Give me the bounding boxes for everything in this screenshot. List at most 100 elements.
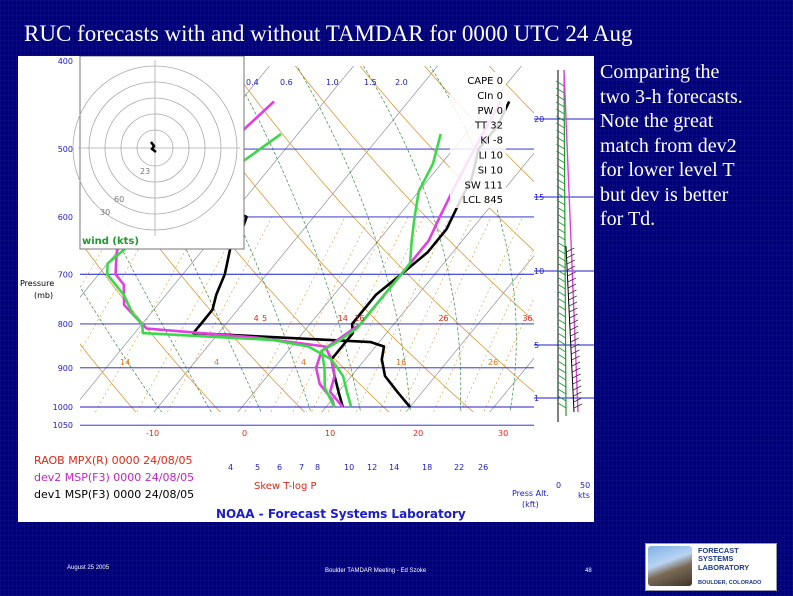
wind-barb <box>557 346 566 353</box>
axis-labels: 50060070080090010001050400Pressure(mb)14… <box>20 57 533 521</box>
logo-name: FORECAST SYSTEMS LABORATORY <box>698 546 774 572</box>
wind-barb <box>556 157 565 164</box>
wind-barb-raob <box>568 289 577 295</box>
stability-index: PW 0 <box>478 106 503 117</box>
wind-staff-raob <box>565 245 575 413</box>
wind-barb-raob <box>571 355 580 361</box>
wind-barb-raob <box>570 337 579 343</box>
isotherm-line <box>405 255 534 412</box>
dry-adiabat-line <box>424 65 534 183</box>
wind-barb <box>556 108 565 115</box>
pressure-axis-unit: (mb) <box>34 291 53 300</box>
wind-barb <box>557 360 566 367</box>
temperature-tick-label: 20 <box>413 429 423 438</box>
footer-date: August 25 2005 <box>67 565 110 571</box>
stability-index: CAPE 0 <box>467 76 503 87</box>
mountain-logo-image <box>648 546 692 586</box>
mixing-ratio-label: 14 <box>389 463 399 472</box>
stability-index: TT 32 <box>474 121 503 132</box>
legend-entry: dev2 MSP(F3) 0000 24/08/05 <box>34 471 194 484</box>
mixing-ratio-line <box>311 216 409 412</box>
isotherm-line <box>563 66 594 425</box>
wind-barb <box>555 87 565 94</box>
hodograph-ring-label: 23 <box>140 167 150 176</box>
wind-barb <box>556 199 566 206</box>
dry-adiabat-line <box>294 65 534 322</box>
wind-speed-unit: kts <box>578 491 590 500</box>
mid-level-label: 4 <box>214 358 219 367</box>
wind-barb <box>556 101 565 108</box>
wind-speed-label: 0 <box>556 481 561 490</box>
wind-barb <box>557 269 566 276</box>
wind-barb <box>557 332 566 339</box>
mixing-ratio-label: 26 <box>478 463 488 472</box>
wind-barb-raob <box>569 319 579 325</box>
legend-entry: RAOB MPX(R) 0000 24/08/05 <box>34 454 193 467</box>
temperature-tick-label: -10 <box>146 429 159 438</box>
hodograph-frame <box>79 55 245 250</box>
wind-barb <box>556 164 565 171</box>
theta-e-label: 16 <box>354 314 364 323</box>
stability-index: LI 10 <box>479 151 503 162</box>
slide-title: RUC forecasts with and without TAMDAR fo… <box>24 21 633 46</box>
wind-barb-raob <box>569 307 578 313</box>
wind-barb <box>555 94 565 101</box>
mixing-ratio-line <box>80 216 122 289</box>
wind-barb <box>557 283 566 290</box>
wind-barb-raob <box>567 265 576 271</box>
wind-barb-raob <box>567 277 576 283</box>
wind-barb <box>557 339 566 346</box>
wind-barb <box>556 122 565 129</box>
mixing-ratio-label: 5 <box>255 463 260 472</box>
pressure-axis-label: Pressure <box>20 279 54 288</box>
stability-index: KI -8 <box>480 136 503 147</box>
temperature-tick-label: 30 <box>498 429 508 438</box>
height-label: 1 <box>534 394 539 403</box>
pressure-tick-label: 800 <box>58 320 73 329</box>
mixing-ratio-line <box>399 216 492 412</box>
pressure-top-label: 400 <box>58 57 73 66</box>
wind-barb <box>556 234 566 241</box>
theta-e-label: 4 <box>254 314 259 323</box>
mixing-ratio-line <box>292 216 391 412</box>
wind-barb-raob <box>572 367 581 373</box>
slide-note: Comparing the two 3-h forecasts. Note th… <box>600 60 775 232</box>
footer-meeting: Boulder TAMDAR Meeting - Ed Szoke <box>325 568 427 574</box>
wind-barb <box>557 367 567 374</box>
mixing-ratio-line <box>432 216 523 412</box>
wind-barb-raob <box>571 349 580 355</box>
wind-barb <box>556 115 565 122</box>
moist-adiabat-line <box>230 65 362 412</box>
wind-barb <box>557 290 566 297</box>
wind-barb-raob <box>566 259 576 265</box>
fsl-logo: FORECAST SYSTEMS LABORATORY BOULDER, COL… <box>645 543 777 591</box>
hodograph-ring-label: 60 <box>114 195 124 204</box>
temperature-tick-label: 10 <box>325 429 335 438</box>
isotherm-line <box>321 152 534 412</box>
wind-barb <box>557 276 566 283</box>
wind-barb <box>557 304 566 311</box>
pressure-tick-label: 600 <box>58 213 73 222</box>
pressure-tick-label: 500 <box>58 145 73 154</box>
wind-barb-raob <box>573 403 583 409</box>
isotherm-line <box>489 357 534 412</box>
height-label: 20 <box>534 115 544 124</box>
mixing-ratio-line <box>379 216 473 412</box>
note-line: Note the great <box>600 110 714 132</box>
top-mixing-ratio-label: 1.5 <box>364 78 377 87</box>
wind-barb <box>556 262 566 269</box>
footer-page-number: 48 <box>585 568 592 574</box>
wind-barb <box>556 206 566 213</box>
hodograph-trace <box>150 141 157 153</box>
wind-barb <box>556 150 565 157</box>
isotherm-line <box>153 65 438 412</box>
wind-barb-raob <box>567 283 577 289</box>
mixing-ratio-label: 18 <box>422 463 432 472</box>
logo-place: BOULDER, COLORADO <box>698 580 762 586</box>
wind-barb <box>557 388 567 395</box>
note-line: for lower level T <box>600 159 735 181</box>
dry-adiabat-line <box>230 65 534 393</box>
wind-barb-raob <box>570 343 580 349</box>
